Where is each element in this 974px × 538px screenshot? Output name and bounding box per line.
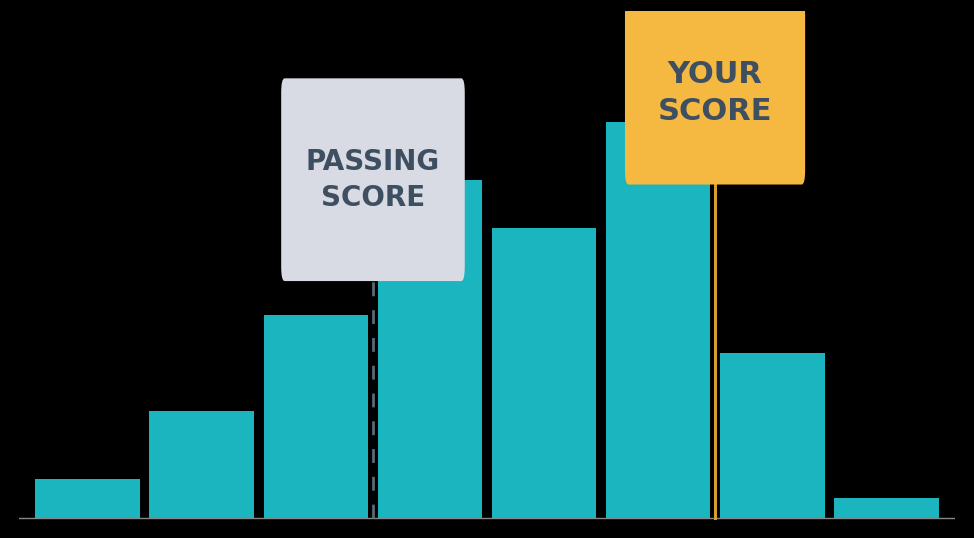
Bar [149, 412, 254, 518]
Bar [492, 228, 596, 518]
Bar [606, 122, 710, 518]
Text: YOUR
SCORE: YOUR SCORE [657, 60, 772, 126]
FancyBboxPatch shape [281, 79, 465, 281]
Bar [35, 479, 140, 518]
Bar [720, 353, 825, 518]
FancyBboxPatch shape [625, 1, 805, 185]
Bar [834, 498, 939, 518]
Bar [264, 315, 368, 518]
Text: PASSING
SCORE: PASSING SCORE [306, 148, 440, 211]
Bar [378, 180, 482, 518]
